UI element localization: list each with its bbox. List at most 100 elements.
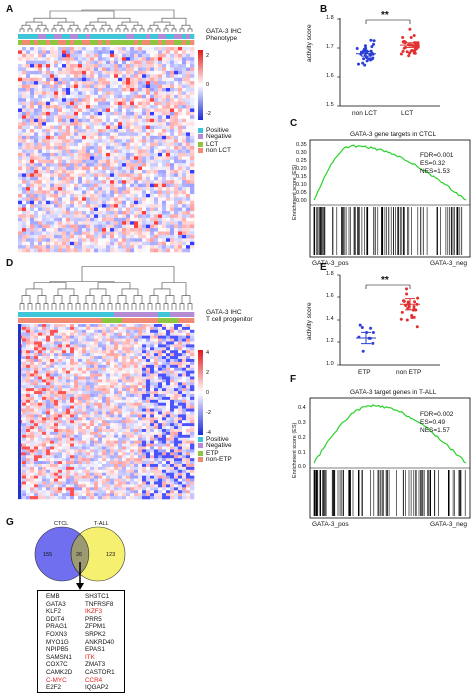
panel-f-title: GATA-3 target genes in T-ALL xyxy=(350,389,437,396)
panel-d-track2-label: T cell progenitor xyxy=(206,316,253,323)
panel-f-xleft: GATA-3_pos xyxy=(312,521,349,528)
panel-d-scale-neg2: -2 xyxy=(206,410,211,416)
panel-g-label: G xyxy=(6,517,14,528)
panel-c-ytick-5: 0.10 xyxy=(296,182,307,188)
panel-b-ytick-1.6: 1.6 xyxy=(326,73,334,79)
panel-b-significance: ** xyxy=(381,10,389,21)
panel-f-ytick-4: 0.0 xyxy=(298,464,306,470)
panel-c-ytick-0: 0.35 xyxy=(296,142,307,148)
panel-e-ytick-1.0: 1.0 xyxy=(326,361,334,367)
shared-gene: PRR5 xyxy=(85,615,102,623)
panel-e-ytick-1.6: 1.6 xyxy=(326,293,334,299)
panel-f-gsea xyxy=(309,397,471,519)
panel-b-chart xyxy=(337,18,440,107)
panel-c-es: ES=0.32 xyxy=(420,160,446,167)
shared-genes-column-1: EMB GATA3 KLF2 DDIT4 PRAG1 FOXN3 MYO1G NPIPB5 SA… xyxy=(46,593,72,692)
panel-d-legend-nonetp: non-ETP xyxy=(206,456,232,463)
panel-c-ytick-2: 0.25 xyxy=(296,158,307,164)
panel-a-colorbar xyxy=(198,50,203,120)
panel-a-legend-nonlct: non LCT xyxy=(206,147,231,154)
panel-b-ytick-1.5: 1.5 xyxy=(326,102,334,108)
panel-e-ylabel: activity score xyxy=(306,302,313,340)
panel-a-label: A xyxy=(6,4,14,15)
panel-d-legend-negative: Negative xyxy=(206,442,232,449)
panel-b-ytick-1.7: 1.7 xyxy=(326,44,334,50)
shared-gene: SH3TC1 xyxy=(85,593,110,600)
panel-f-ytick-1: 0.3 xyxy=(298,420,306,426)
shared-gene: DDIT4 xyxy=(46,615,65,623)
panel-a-legend-negative: Negative xyxy=(206,133,232,140)
panel-b-xtick-nonlct: non LCT xyxy=(352,110,377,117)
shared-gene: COX7C xyxy=(46,661,68,669)
shared-gene: E2F2 xyxy=(46,684,62,692)
shared-gene: IQGAP2 xyxy=(85,684,109,692)
shared-gene: KLF2 xyxy=(46,608,62,616)
panel-d-colorbar xyxy=(198,350,203,435)
panel-a-annotation-tracks xyxy=(18,34,195,45)
venn-tall-count: 123 xyxy=(106,552,116,558)
panel-a-scale-2: 2 xyxy=(206,53,210,59)
shared-genes-box: EMB GATA3 KLF2 DDIT4 PRAG1 FOXN3 MYO1G NPIPB5 SA… xyxy=(37,590,125,693)
panel-c-nes: NES=1.53 xyxy=(420,168,450,175)
panel-a-legend-negative-swatch xyxy=(198,134,203,139)
panel-a-legend-positive: Positive xyxy=(206,127,229,134)
panel-c-xleft: GATA-3_pos xyxy=(312,260,349,267)
panel-a-legend-nonlct-swatch xyxy=(198,148,203,153)
panel-a-track2-label: Phenotype xyxy=(206,35,238,42)
shared-gene: CASTOR1 xyxy=(85,668,115,676)
panel-e-significance: ** xyxy=(381,275,389,286)
shared-gene: MYO1G xyxy=(46,638,69,646)
panel-c-ytick-4: 0.15 xyxy=(296,174,307,180)
panel-f-label: F xyxy=(290,374,297,385)
panel-f-xright: GATA-3_neg xyxy=(430,521,467,528)
panel-a-legend-positive-swatch xyxy=(198,128,203,133)
panel-e-xtick-nonetp: non ETP xyxy=(396,369,422,376)
panel-c-xright: GATA-3_neg xyxy=(430,260,467,267)
shared-gene: ITK xyxy=(85,653,95,661)
panel-a-track1-label: GATA-3 IHC xyxy=(206,28,242,35)
shared-gene: FOXN3 xyxy=(46,630,67,638)
panel-d-legend-etp-swatch xyxy=(198,451,203,456)
shared-genes-column-2: SH3TC1 TNFRSF8 IKZF3 PRR5 ZFPM1 SRPK2 ANKRD40 E… xyxy=(85,593,115,692)
shared-gene: ZFPM1 xyxy=(85,623,106,631)
panel-b-xtick-lct: LCT xyxy=(401,110,414,117)
venn-overlap-count: 26 xyxy=(76,552,83,558)
panel-a-heatmap xyxy=(18,47,195,253)
shared-gene: GATA3 xyxy=(46,600,66,608)
panel-d-scale-neg4: -4 xyxy=(206,430,211,436)
panel-d-scale-4: 4 xyxy=(206,350,210,356)
shared-gene: C-MYC xyxy=(46,676,67,684)
panel-d-legend-positive: Positive xyxy=(206,436,229,443)
panel-f-fdr: FDR=0.002 xyxy=(420,411,454,418)
panel-b-ylabel: activity score xyxy=(306,24,313,62)
shared-gene: ZMAT3 xyxy=(85,661,106,669)
panel-d-legend-etp: ETP xyxy=(206,450,219,457)
venn-ctcl-count: 155 xyxy=(43,552,53,558)
panel-a-legend-lct: LCT xyxy=(206,141,219,148)
panel-c-title: GATA-3 gene targets in CTCL xyxy=(350,131,437,138)
panel-d-track1-label: GATA-3 IHC xyxy=(206,309,242,316)
panel-f-ytick-3: 0.1 xyxy=(298,450,306,456)
panel-d-annotation-tracks xyxy=(18,312,195,323)
panel-g-venn xyxy=(34,526,126,590)
shared-gene: CCR4 xyxy=(85,676,103,684)
shared-gene: CAMK2D xyxy=(46,668,73,676)
panel-d-scale-2: 2 xyxy=(206,370,210,376)
panel-e-label: E xyxy=(320,262,327,273)
panel-c-ytick-7: 0.00 xyxy=(296,198,307,204)
panel-f-nes: NES=1.57 xyxy=(420,427,450,434)
panel-e-ytick-1.8: 1.8 xyxy=(326,271,334,277)
panel-f-ytick-0: 0.4 xyxy=(298,405,306,411)
venn-ctcl-label: CTCL xyxy=(54,521,69,527)
panel-e-ytick-1.2: 1.2 xyxy=(326,338,334,344)
panel-d-legend-positive-swatch xyxy=(198,437,203,442)
panel-d-legend-nonetp-swatch xyxy=(198,457,203,462)
venn-tall-label: T-ALL xyxy=(94,521,109,527)
panel-c-ytick-6: 0.05 xyxy=(296,190,307,196)
panel-c-label: C xyxy=(290,118,298,129)
panel-f-es: ES=0.49 xyxy=(420,419,446,426)
panel-e-ytick-1.4: 1.4 xyxy=(326,316,334,322)
shared-gene: TNFRSF8 xyxy=(85,600,114,608)
shared-gene: PRAG1 xyxy=(46,623,68,631)
